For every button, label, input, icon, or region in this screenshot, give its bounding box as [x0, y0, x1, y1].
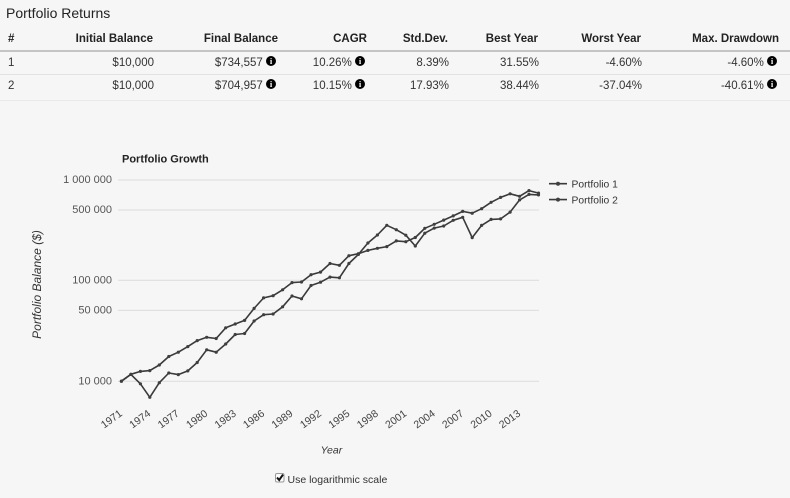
svg-text:1983: 1983 — [213, 408, 239, 432]
svg-text:1986: 1986 — [241, 408, 267, 432]
svg-text:2007: 2007 — [440, 408, 466, 432]
svg-text:Use logarithmic scale: Use logarithmic scale — [288, 474, 388, 486]
svg-text:2013: 2013 — [497, 408, 523, 432]
svg-text:2004: 2004 — [412, 408, 438, 432]
svg-text:2001: 2001 — [383, 408, 409, 432]
svg-text:Portfolio 2: Portfolio 2 — [572, 195, 619, 206]
svg-text:Year: Year — [321, 444, 343, 456]
svg-text:1998: 1998 — [355, 408, 381, 432]
svg-text:1980: 1980 — [184, 408, 210, 432]
svg-text:500 000: 500 000 — [72, 204, 112, 216]
svg-text:1995: 1995 — [326, 408, 352, 432]
svg-text:Portfolio Balance ($): Portfolio Balance ($) — [30, 230, 44, 339]
svg-text:1971: 1971 — [99, 408, 125, 432]
svg-text:2010: 2010 — [469, 408, 495, 432]
svg-text:1977: 1977 — [156, 408, 182, 432]
svg-text:Portfolio Growth: Portfolio Growth — [122, 154, 209, 166]
svg-text:1 000 000: 1 000 000 — [63, 174, 112, 186]
svg-text:1989: 1989 — [269, 408, 295, 432]
svg-text:100 000: 100 000 — [72, 274, 112, 286]
svg-text:1992: 1992 — [298, 408, 324, 432]
svg-text:10 000: 10 000 — [78, 375, 112, 387]
svg-text:Portfolio 1: Portfolio 1 — [572, 180, 619, 191]
svg-text:50 000: 50 000 — [78, 304, 112, 316]
svg-text:1974: 1974 — [127, 408, 153, 432]
